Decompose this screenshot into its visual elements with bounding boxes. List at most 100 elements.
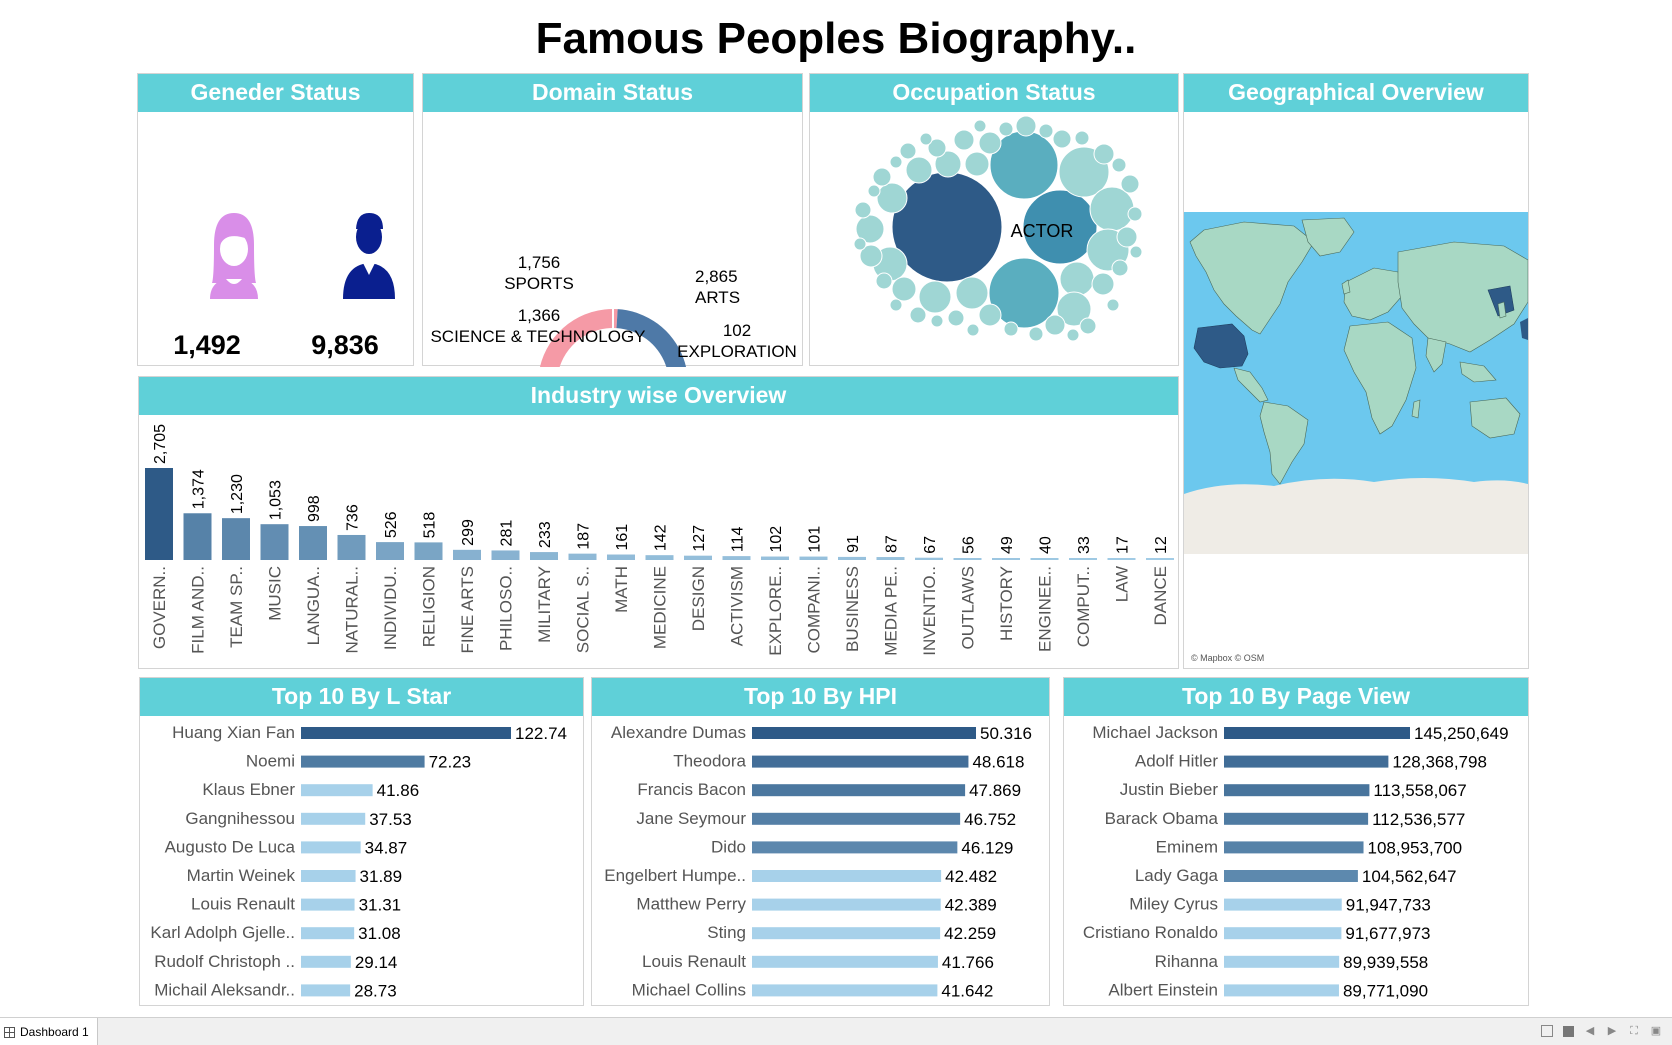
industry-bar[interactable] [299,526,327,560]
occupation-bubble[interactable] [1038,123,1054,139]
occupation-bubble[interactable] [978,303,1002,327]
occupation-bubble[interactable] [919,132,933,146]
top10-bar[interactable] [301,841,361,854]
top10-bar[interactable] [1224,812,1369,825]
occupation-bubble[interactable] [1089,186,1135,232]
occupation-bubble[interactable] [854,201,872,219]
occupation-bubble[interactable] [867,184,881,198]
occupation-bubble[interactable] [1129,245,1143,259]
occupation-bubble[interactable] [1093,143,1115,165]
top10-bar[interactable] [1224,870,1358,882]
top10-bar[interactable] [1224,898,1342,911]
occupation-bubble[interactable] [909,306,927,324]
industry-bar[interactable] [530,552,558,560]
prev-icon[interactable]: ◀ [1585,1025,1595,1037]
occupation-bubble[interactable] [1116,226,1138,248]
industry-bar[interactable] [799,556,828,560]
occupation-bubble[interactable] [998,121,1014,137]
top10-bar[interactable] [752,927,941,940]
top10-bar[interactable] [1224,984,1339,997]
top10-bar[interactable] [301,755,425,768]
occupation-bubble[interactable] [889,155,903,169]
tab-dashboard-1[interactable]: Dashboard 1 [0,1018,98,1045]
top10-bar[interactable] [752,955,938,968]
top10-bar[interactable] [752,870,942,882]
occupation-bubble[interactable] [947,309,965,327]
occupation-bubble[interactable] [930,314,944,328]
occupation-bubble[interactable] [891,171,1003,283]
occupation-bubble[interactable] [872,167,892,187]
fullscreen-icon[interactable]: ⛶ [1630,1025,1638,1037]
industry-bar[interactable] [761,556,789,560]
top10-bar[interactable] [1224,727,1410,739]
top10-bar[interactable] [752,755,969,768]
occupation-bubble[interactable] [934,150,962,178]
top10-bar[interactable] [301,898,355,911]
occupation-bubble[interactable] [875,272,893,290]
occupation-bubble[interactable] [855,214,885,244]
top10-bar[interactable] [301,984,351,997]
top10-bar[interactable] [752,784,966,797]
occupation-bubble[interactable] [1079,317,1097,335]
industry-bar[interactable] [838,556,866,560]
top10-bar[interactable] [301,727,511,739]
industry-bar[interactable] [722,556,751,560]
industry-bar[interactable] [376,542,404,560]
top10-bar[interactable] [301,812,366,825]
male-icon[interactable] [343,213,395,299]
industry-bar[interactable] [645,555,674,560]
occupation-bubble[interactable] [964,151,990,177]
donut-slice-sports[interactable] [539,309,618,372]
occupation-bubble[interactable] [966,323,980,337]
occupation-bubble[interactable] [1028,326,1044,342]
top10-bar[interactable] [1224,841,1364,854]
industry-bar[interactable] [1069,558,1097,560]
top10-bar[interactable] [1224,955,1340,968]
industry-bar[interactable] [1107,558,1136,560]
occupation-bubble[interactable] [1022,189,1098,265]
top10-bar[interactable] [301,870,356,882]
occupation-bubble[interactable] [1066,328,1080,342]
industry-bar[interactable] [183,513,212,560]
top10-bar[interactable] [752,812,961,825]
industry-bar[interactable] [145,468,173,560]
occupation-bubble[interactable] [889,298,903,312]
occupation-bubble[interactable] [955,276,989,310]
occupation-bubble[interactable] [1111,259,1129,277]
occupation-bubble[interactable] [918,280,952,314]
occupation-bubble[interactable] [1111,157,1127,173]
industry-bar[interactable] [992,558,1020,560]
industry-bar[interactable] [915,557,943,560]
top10-bar[interactable] [1224,755,1389,768]
occupation-bubble[interactable] [1052,129,1072,149]
industry-bar[interactable] [222,518,250,560]
occupation-bubble[interactable] [1003,321,1019,337]
occupation-bubble[interactable] [859,244,883,268]
occupation-bubble[interactable] [1120,174,1140,194]
occupation-bubble[interactable] [1056,291,1092,327]
next-icon[interactable]: ▶ [1607,1025,1617,1037]
industry-bar[interactable] [876,557,905,560]
top10-bar[interactable] [752,841,958,854]
occupation-bubble[interactable] [1044,314,1066,336]
industry-bar[interactable] [1146,558,1174,560]
industry-bar[interactable] [491,550,520,560]
industry-bar[interactable] [337,534,366,560]
top10-bar[interactable] [752,898,941,911]
industry-bar[interactable] [568,553,597,560]
single-view-icon[interactable] [1563,1025,1574,1037]
occupation-bubble[interactable] [891,276,917,302]
industry-bar[interactable] [607,554,635,560]
occupation-bubble[interactable] [988,257,1060,329]
industry-bar[interactable] [684,555,712,560]
occupation-bubble[interactable] [1106,298,1120,312]
occupation-bubble[interactable] [1074,130,1090,146]
occupation-bubble[interactable] [1127,206,1143,222]
industry-bar[interactable] [1030,558,1059,560]
top10-bar[interactable] [752,727,976,739]
occupation-bubble[interactable] [876,182,908,214]
top10-bar[interactable] [1224,784,1370,797]
top10-bar[interactable] [752,984,938,997]
top10-bar[interactable] [1224,927,1342,940]
industry-bar[interactable] [453,549,481,560]
